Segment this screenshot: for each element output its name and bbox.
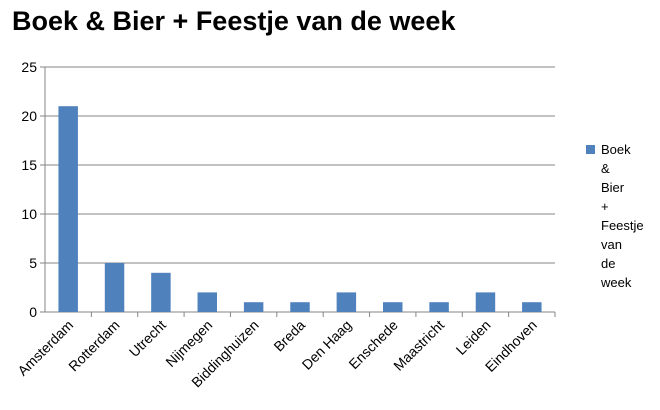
y-tick-label: 0: [29, 304, 37, 320]
legend: Boek & Bier + Feestje van de week: [586, 140, 658, 292]
bar-enschede: [382, 302, 403, 312]
x-tick-label: Den Haag: [299, 317, 355, 373]
x-tick-label: Maastricht: [390, 317, 447, 374]
bar-rotterdam: [104, 263, 125, 312]
bar-leiden: [475, 292, 496, 312]
y-tick-label: 20: [21, 108, 37, 124]
x-tick-label: Breda: [270, 317, 308, 355]
gridlines: [45, 66, 555, 264]
bar-maastricht: [429, 302, 449, 312]
bar-breda: [290, 302, 310, 312]
x-tick-label: Rotterdam: [65, 317, 123, 375]
bar-amsterdam: [58, 106, 78, 312]
bar-eindhoven: [522, 302, 542, 312]
x-tick-label: Amsterdam: [14, 317, 76, 379]
y-tick-labels: 0 5 10 15 20 25: [21, 59, 45, 320]
bars: [58, 106, 542, 312]
bar-den-haag: [336, 292, 357, 312]
bar-nijmegen: [197, 292, 218, 312]
legend-label: Boek & Bier + Feestje van de week: [601, 142, 644, 290]
x-tick-label: Leiden: [453, 317, 494, 358]
legend-swatch: [586, 145, 595, 154]
x-tick-label: Utrecht: [126, 317, 169, 360]
y-tick-label: 25: [21, 59, 37, 75]
chart-title: Boek & Bier + Feestje van de week: [12, 6, 456, 36]
bar-biddinghuizen: [243, 302, 264, 312]
y-tick-label: 5: [29, 255, 37, 271]
bar-utrecht: [151, 272, 171, 312]
y-tick-label: 15: [21, 157, 37, 173]
y-tick-label: 10: [21, 206, 37, 222]
